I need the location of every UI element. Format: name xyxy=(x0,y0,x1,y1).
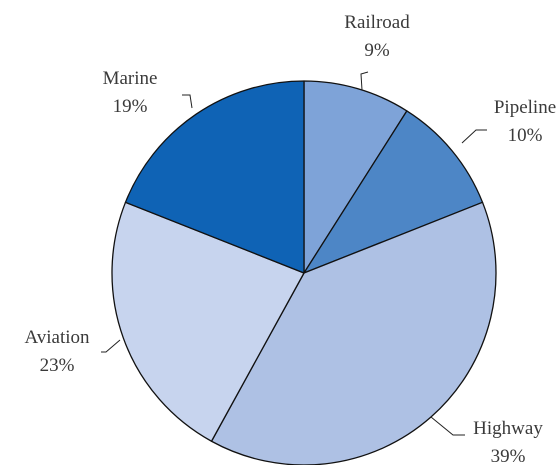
label-pipeline: Pipeline 10% xyxy=(494,97,556,146)
leader-line-pipeline xyxy=(461,129,487,144)
leader-lines xyxy=(101,71,487,436)
pie-slice-pipeline xyxy=(303,110,484,274)
label-railroad-name: Railroad xyxy=(344,12,410,33)
leader-line-railroad xyxy=(360,71,369,91)
label-highway-pct: 39% xyxy=(491,446,526,465)
label-pipeline-name: Pipeline xyxy=(494,97,556,118)
leader-line-aviation xyxy=(101,339,121,353)
pie-slice-aviation xyxy=(111,201,305,442)
pie-slice-marine xyxy=(124,80,305,274)
label-railroad: Railroad 9% xyxy=(344,12,410,61)
label-railroad-pct: 9% xyxy=(364,40,390,61)
label-marine-pct: 19% xyxy=(113,96,148,117)
pie-slice-railroad xyxy=(303,80,408,274)
label-marine: Marine 19% xyxy=(103,68,158,117)
pie-slices xyxy=(111,80,497,465)
label-highway: Highway 39% xyxy=(473,418,543,465)
label-aviation-name: Aviation xyxy=(24,327,90,348)
label-marine-name: Marine xyxy=(103,68,158,89)
leader-line-marine xyxy=(182,94,193,109)
label-highway-name: Highway xyxy=(473,418,543,439)
pie-slice-highway xyxy=(210,201,497,465)
leader-line-highway xyxy=(430,416,465,436)
label-pipeline-pct: 10% xyxy=(508,125,543,146)
label-aviation-pct: 23% xyxy=(40,355,75,376)
label-aviation: Aviation 23% xyxy=(24,327,90,376)
